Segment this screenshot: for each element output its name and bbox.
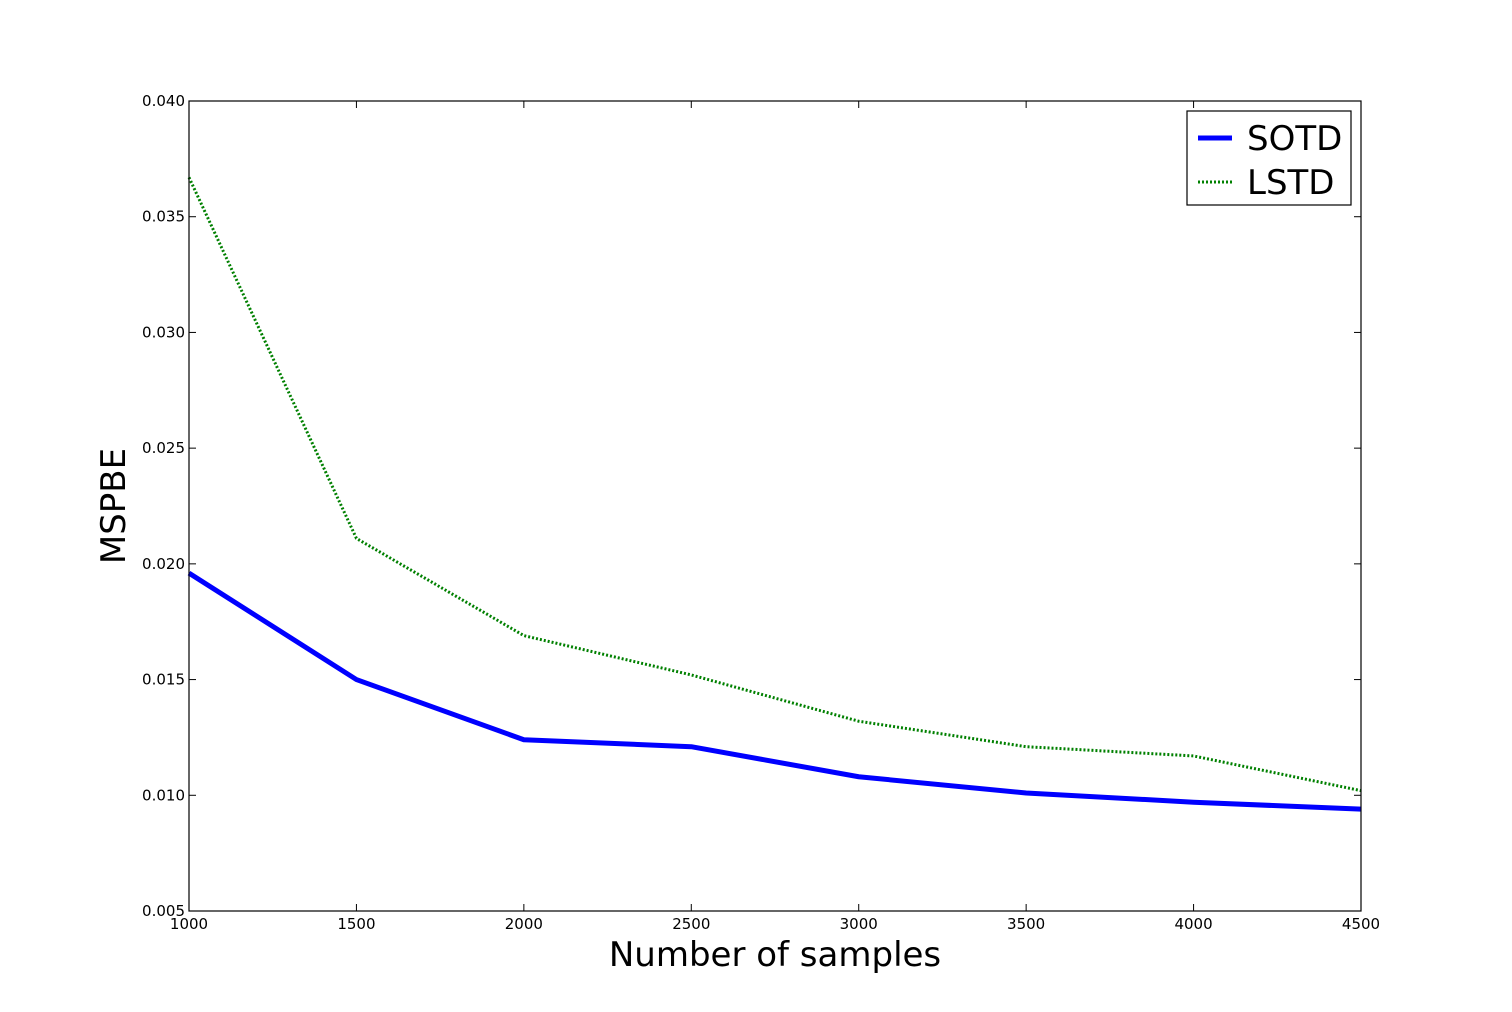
x-tick-label: 2000 bbox=[505, 915, 543, 933]
x-tick-label: 4000 bbox=[1174, 915, 1212, 933]
y-tick-label: 0.005 bbox=[142, 902, 185, 920]
x-tick-label: 1500 bbox=[337, 915, 375, 933]
plot-frame bbox=[188, 100, 1362, 912]
y-tick-label: 0.030 bbox=[142, 323, 185, 341]
series-line-sotd bbox=[187, 571, 1362, 812]
y-tick-label: 0.035 bbox=[142, 208, 185, 226]
y-tick-label: 0.040 bbox=[142, 92, 185, 110]
ticks-layer bbox=[188, 100, 1362, 912]
legend-label-lstd: LSTD bbox=[1247, 163, 1334, 203]
y-tick-label: 0.010 bbox=[142, 786, 185, 804]
y-tick-label: 0.015 bbox=[142, 671, 185, 689]
x-tick-label: 1000 bbox=[170, 915, 208, 933]
x-tick-label: 4500 bbox=[1342, 915, 1380, 933]
legend-box bbox=[1186, 110, 1352, 206]
x-tick-label: 3000 bbox=[840, 915, 878, 933]
legend-label-sotd: SOTD bbox=[1247, 119, 1342, 159]
legend: SOTD LSTD bbox=[1186, 110, 1352, 206]
x-tick-label: 3500 bbox=[1007, 915, 1045, 933]
x-axis-title: Number of samples bbox=[609, 935, 941, 975]
y-tick-label: 0.025 bbox=[142, 439, 185, 457]
x-tick-label: 2500 bbox=[672, 915, 710, 933]
y-tick-label: 0.020 bbox=[142, 555, 185, 573]
y-axis-title: MSPBE bbox=[94, 448, 134, 564]
tick-labels-layer: 1000 1500 2000 2500 3000 3500 4000 4500 0.005 0.0… bbox=[142, 92, 1380, 933]
series-layer bbox=[187, 176, 1362, 812]
